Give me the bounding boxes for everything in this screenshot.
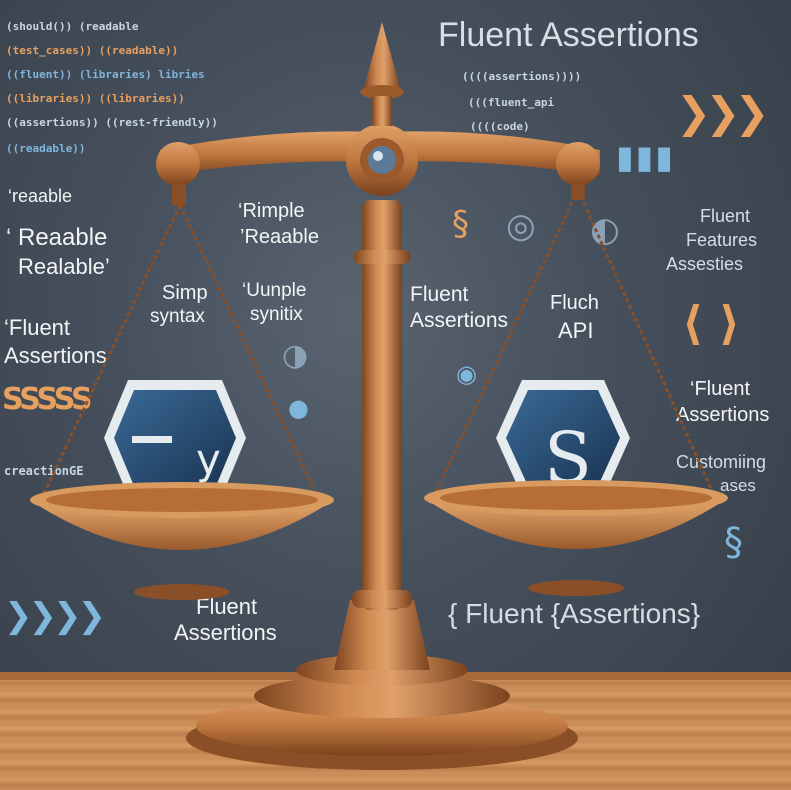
label-fluent-assertions: Fluent Assertions (410, 283, 509, 332)
right-pan (424, 480, 728, 596)
chevrons-icon: ❯❯❯❯ (4, 596, 106, 636)
code-line: ((((code) (470, 120, 530, 133)
code-line: (test_cases)) ((readable)) (6, 44, 179, 57)
label-fluch: Fluch (550, 292, 599, 314)
left-pan-icon (104, 380, 246, 496)
scale-finial (364, 22, 400, 88)
chain-right (430, 189, 718, 501)
label-syntax: synitix (250, 304, 303, 325)
label-fluent: Fluent (700, 206, 751, 226)
left-icon-letter: y (196, 435, 221, 484)
code-line: ((assertions)) ((rest-friendly)) (6, 116, 218, 129)
code-line: ((libraries)) ((libraries)) (6, 92, 185, 105)
label-simple: Simp (162, 282, 208, 304)
code-line: creactionGE (4, 464, 84, 478)
swirl-icon: ◎ (506, 206, 536, 246)
code-brackets-icon: ⟨ ⟩ (682, 296, 741, 350)
label-customize: Customiing (676, 452, 767, 472)
chain-left (38, 204, 322, 503)
label-cases: ases (720, 476, 756, 495)
label-readable: ‘reaable (8, 186, 73, 206)
code-line: (((fluent_api (468, 96, 555, 109)
label-readable: ‘ Reaable (6, 224, 108, 251)
code-line: ((fluent)) (libraries) libries (6, 68, 205, 81)
dna-icon: § (452, 204, 469, 244)
label-api: API (558, 318, 594, 343)
left-pan (30, 482, 334, 600)
label-assertions: Assertions (676, 404, 770, 426)
label-assesties: Assesties (666, 254, 744, 274)
code-line: ((readable)) (6, 142, 86, 155)
label-readable: ’Reaable (240, 226, 319, 248)
code-line: (should()) (readable (6, 20, 139, 33)
label-unple: ‘Uunple (242, 280, 307, 301)
label-fluent-assertions: ‘Fluent Assertions (4, 315, 107, 368)
code-line: ((((assertions)))) (462, 70, 582, 83)
dna-icon: § (724, 520, 743, 564)
title: Fluent Assertions (438, 16, 699, 54)
label-assertions: Assertions (174, 620, 277, 645)
label-fluent: ‘Fluent (690, 378, 751, 400)
label-rimple: ‘Rimple (238, 200, 305, 222)
label-readable: Realable’ (18, 254, 110, 279)
right-pan-icon (496, 380, 630, 496)
swirl-icon: ◑ (282, 338, 309, 373)
label-syntax: syntax (150, 306, 205, 327)
dot-icon: ◉ (456, 360, 477, 388)
scale-pillar (362, 200, 402, 610)
chevrons-icon: ❯❯❯ (676, 88, 770, 137)
label-sss: SSSSS (2, 382, 93, 417)
label-fluent-assertions-bottom: { Fluent {Assertions} (448, 598, 701, 629)
dot-icon: ● (288, 394, 309, 422)
bars-icon: ▮▮▮ (616, 138, 675, 176)
label-features: Features (686, 230, 758, 250)
